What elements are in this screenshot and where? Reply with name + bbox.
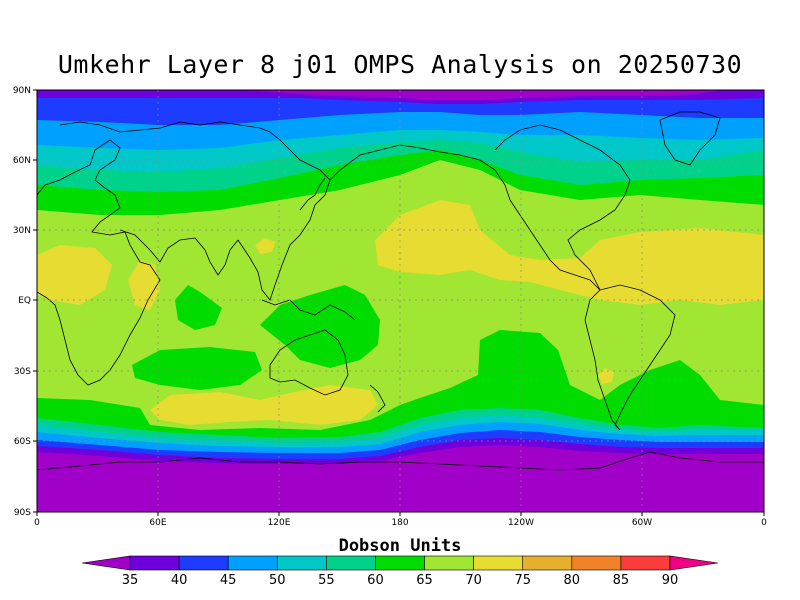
lat-label-60n: 60N [13, 156, 31, 166]
lon-label-0-left: 0 [34, 518, 40, 528]
colorbar-swatch [326, 555, 376, 571]
colorbar-label: 90 [662, 573, 679, 588]
lat-label-90n: 90N [13, 86, 31, 96]
lon-label-120w: 120W [508, 518, 534, 528]
colorbar: 35 40 45 50 55 60 65 70 75 80 85 90 [81, 555, 719, 588]
lat-label-90s: 90S [14, 508, 31, 518]
coast-greenland [659, 111, 721, 166]
ozone-field [37, 90, 764, 512]
band-35-north [240, 90, 720, 100]
colorbar-label: 75 [514, 573, 531, 588]
colorbar-swatch [375, 555, 425, 571]
band-75-small-south-america [598, 368, 614, 384]
colorbar-label: 45 [220, 573, 237, 588]
gridlines [37, 90, 764, 512]
colorbar-swatch [620, 555, 671, 571]
colorbar-title: Dobson Units [338, 536, 462, 556]
band-65-east-pacific [37, 330, 764, 440]
colorbar-over-arrow [669, 555, 719, 571]
lon-label-0-right: 0 [761, 518, 767, 528]
coast-japan [299, 177, 326, 211]
coast-asia [59, 121, 331, 301]
band-35-south [37, 445, 764, 512]
band-75-southern-indian [150, 385, 378, 425]
band-75-small-asia [255, 238, 275, 254]
coastlines [37, 111, 764, 471]
lon-label-180: 180 [391, 518, 408, 528]
coast-new-zealand [369, 384, 386, 413]
coast-east-asia [329, 144, 511, 201]
band-75-indian [128, 260, 160, 310]
colorbar-label: 70 [465, 573, 482, 588]
colorbar-swatch [276, 555, 327, 571]
colorbar-swatch [227, 555, 278, 571]
colorbar-label: 55 [318, 573, 335, 588]
colorbar-label: 65 [416, 573, 433, 588]
colorbar-label: 40 [171, 573, 188, 588]
coast-south-america [584, 284, 676, 431]
band-65-south-indian [132, 347, 262, 390]
band-75-central-pacific [375, 200, 764, 305]
coast-australia [269, 329, 349, 396]
band-65-west-indian [175, 285, 222, 330]
lat-label-30n: 30N [13, 226, 31, 236]
band-75-africa [37, 245, 112, 305]
band-65-maritime-continent [260, 285, 380, 368]
colorbar-swatch [424, 555, 474, 571]
colorbar-swatch [129, 555, 180, 571]
map-title: Umkehr Layer 8 j01 OMPS Analysis on 2025… [57, 50, 743, 79]
lat-label-30s: 30S [14, 367, 31, 377]
colorbar-label: 50 [269, 573, 286, 588]
lon-label-60e: 60E [149, 518, 166, 528]
lat-label-eq: EQ [18, 296, 31, 306]
colorbar-swatch [178, 555, 229, 571]
colorbar-label: 80 [564, 573, 581, 588]
colorbar-label: 35 [122, 573, 139, 588]
coast-indonesia [261, 299, 356, 321]
lon-label-120e: 120E [268, 518, 291, 528]
lat-label-60s: 60S [14, 437, 31, 447]
coast-arabia-india [119, 229, 239, 276]
coast-antarctica [37, 451, 764, 471]
colorbar-swatch [522, 555, 573, 571]
tick-marks [33, 89, 765, 516]
colorbar-label: 85 [613, 573, 630, 588]
lon-label-60w: 60W [632, 518, 652, 528]
colorbar-swatch [571, 555, 622, 571]
coast-north-america [494, 124, 631, 291]
colorbar-under-arrow [81, 555, 131, 571]
colorbar-swatch [473, 555, 524, 571]
colorbar-label: 60 [367, 573, 384, 588]
